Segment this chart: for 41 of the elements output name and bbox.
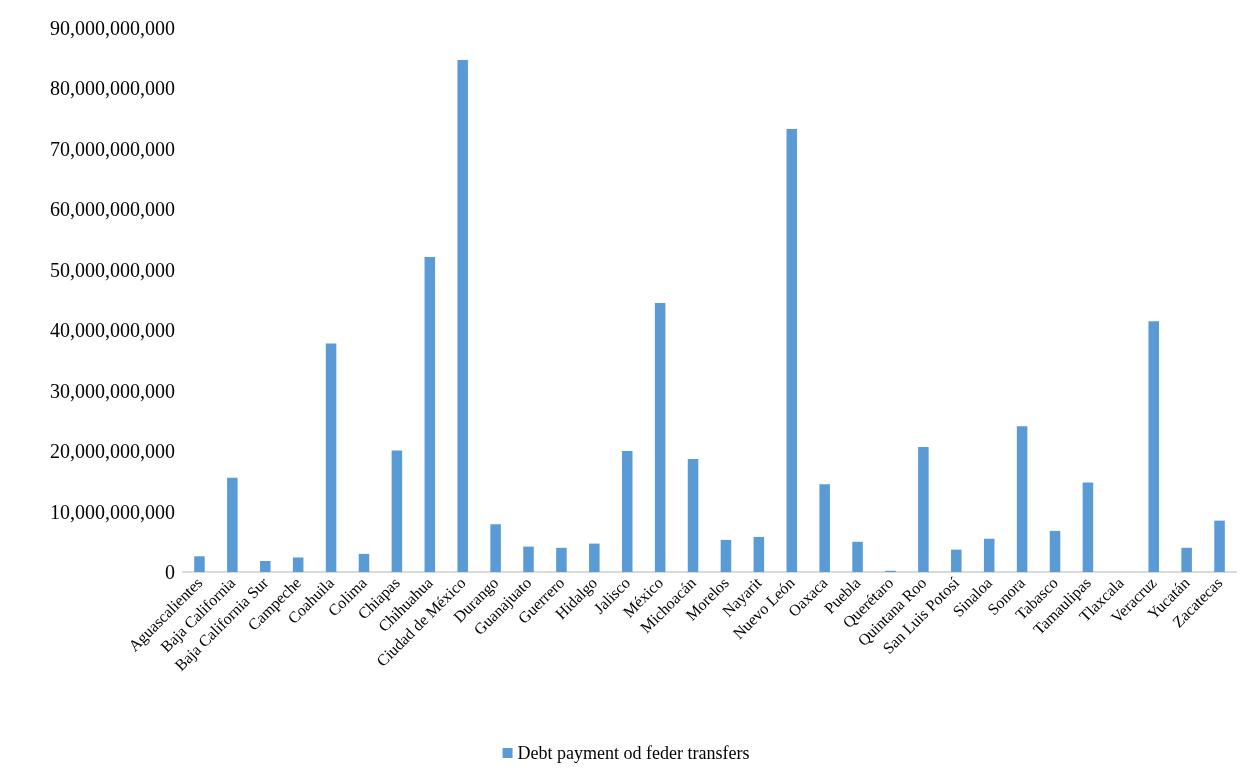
y-tick-label: 70,000,000,000 (50, 137, 175, 160)
bar (589, 543, 600, 572)
bar (1181, 547, 1192, 572)
bar (358, 553, 370, 572)
bar (227, 477, 238, 572)
bar (852, 541, 863, 572)
bar (918, 446, 929, 572)
y-tick-label: 60,000,000,000 (50, 198, 175, 221)
bar (1016, 426, 1028, 572)
bar (556, 547, 567, 572)
y-tick-label: 90,000,000,000 (50, 17, 175, 39)
bar (720, 539, 732, 572)
bar (260, 561, 271, 572)
y-tick-label: 10,000,000,000 (50, 500, 175, 523)
bar (1082, 482, 1094, 572)
y-tick-label: 30,000,000,000 (50, 379, 175, 402)
bar (1214, 520, 1225, 572)
legend-label: Debt payment od feder transfers (517, 743, 750, 763)
bar (457, 60, 468, 572)
bar (1049, 530, 1061, 572)
y-tick-label: 80,000,000,000 (50, 77, 175, 100)
bar (819, 484, 830, 572)
bar (951, 549, 962, 572)
bar (325, 343, 337, 572)
bar (424, 257, 436, 572)
bar (654, 303, 666, 572)
y-tick-label: 50,000,000,000 (50, 258, 175, 281)
bar (391, 450, 403, 572)
bar (983, 538, 995, 572)
bar (523, 546, 534, 572)
bar (786, 128, 798, 572)
y-tick-label: 40,000,000,000 (50, 319, 175, 342)
y-tick-label: 0 (165, 561, 175, 583)
bar (621, 451, 633, 572)
bar (1148, 321, 1159, 572)
bar (194, 556, 205, 572)
y-tick-label: 20,000,000,000 (50, 440, 175, 463)
bar (753, 536, 765, 572)
bar (292, 557, 304, 572)
bar (687, 458, 699, 572)
bar (490, 524, 501, 572)
